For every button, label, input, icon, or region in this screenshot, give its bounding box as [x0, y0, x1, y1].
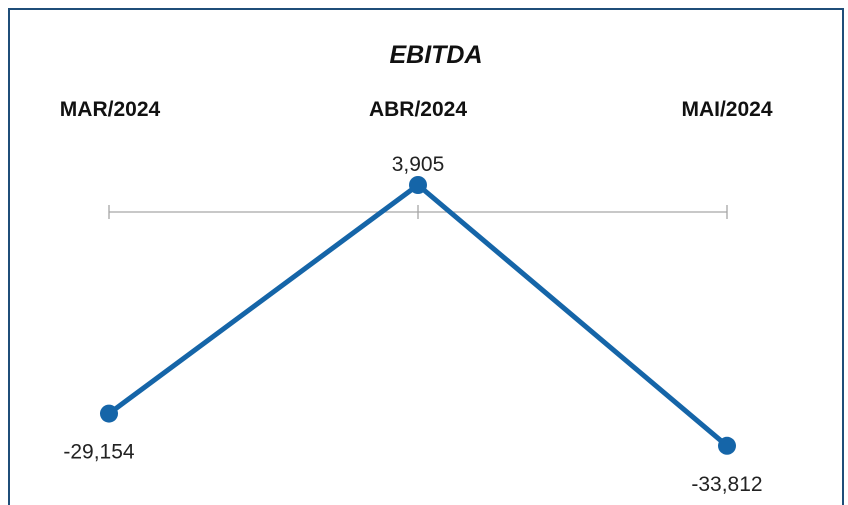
data-point-mar-2024[interactable]	[100, 404, 118, 423]
series-line	[106, 182, 730, 449]
category-label-abr-2024: ABR/2024	[369, 98, 467, 121]
frame-border-left	[8, 8, 10, 505]
data-point-mai-2024[interactable]	[718, 436, 736, 455]
data-point-abr-2024[interactable]	[409, 176, 427, 194]
frame-border-right	[842, 8, 844, 505]
series-group	[100, 176, 736, 455]
data-label-mai-2024: -33,812	[691, 473, 762, 496]
data-label-abr-2024: 3,905	[392, 153, 445, 176]
frame-border-top	[8, 8, 844, 10]
data-labels: -29,154 3,905 -33,812	[63, 153, 762, 496]
category-label-mai-2024: MAI/2024	[681, 98, 772, 121]
x-axis	[108, 205, 728, 219]
data-label-mar-2024: -29,154	[63, 441, 135, 464]
chart-title: EBITDA	[389, 41, 482, 69]
category-labels: MAR/2024 ABR/2024 MAI/2024	[60, 98, 773, 121]
category-label-mar-2024: MAR/2024	[60, 98, 161, 121]
